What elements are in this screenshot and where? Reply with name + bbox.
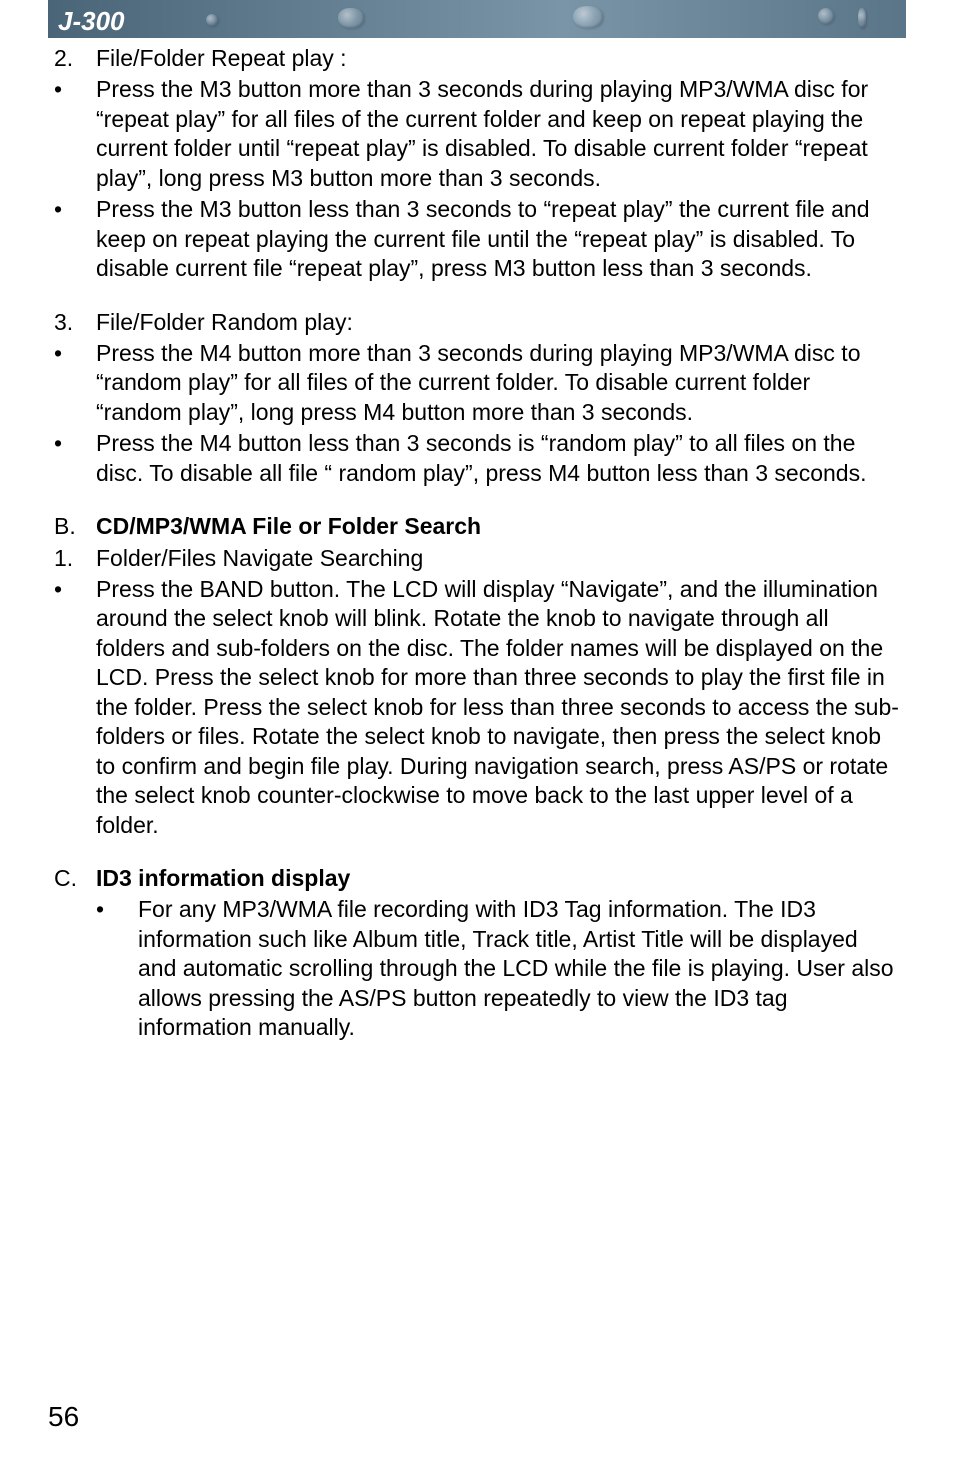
bullet-text: Press the BAND button. The LCD will disp… — [96, 575, 900, 840]
droplet-icon — [858, 8, 866, 28]
bullet-text: Press the M4 button less than 3 seconds … — [96, 429, 900, 488]
section-marker: B. — [54, 512, 96, 541]
droplet-icon — [206, 14, 218, 26]
list-item-2: 2. File/Folder Repeat play : — [54, 44, 900, 73]
bullet-item: • Press the BAND button. The LCD will di… — [54, 575, 900, 840]
list-title: File/Folder Repeat play : — [96, 44, 900, 73]
bullet-item: • Press the M4 button less than 3 second… — [54, 429, 900, 488]
bullet-marker: • — [54, 575, 96, 840]
list-title: File/Folder Random play: — [96, 308, 900, 337]
droplet-icon — [818, 8, 834, 24]
section-heading: ID3 information display — [96, 864, 900, 893]
bullet-item: • Press the M4 button more than 3 second… — [54, 339, 900, 427]
model-label: J-300 — [58, 6, 125, 36]
list-marker: 1. — [54, 544, 96, 573]
section-gap — [54, 490, 900, 512]
bullet-text: Press the M4 button more than 3 seconds … — [96, 339, 900, 427]
header-bar: J-300 — [0, 0, 954, 38]
bullet-item: • Press the M3 button less than 3 second… — [54, 195, 900, 283]
bullet-text: Press the M3 button less than 3 seconds … — [96, 195, 900, 283]
page-number: 56 — [48, 1401, 79, 1433]
list-item-3: 3. File/Folder Random play: — [54, 308, 900, 337]
nested-bullet-item: • For any MP3/WMA file recording with ID… — [96, 895, 900, 1042]
bullet-text: For any MP3/WMA file recording with ID3 … — [138, 895, 900, 1042]
section-gap — [54, 842, 900, 864]
header-label-box: J-300 — [48, 4, 135, 39]
section-c: C. ID3 information display — [54, 864, 900, 893]
section-marker: C. — [54, 864, 96, 893]
page-content: 2. File/Folder Repeat play : • Press the… — [0, 44, 954, 1043]
list-title: Folder/Files Navigate Searching — [96, 544, 900, 573]
list-item-b1: 1. Folder/Files Navigate Searching — [54, 544, 900, 573]
bullet-marker: • — [54, 429, 96, 488]
bullet-marker: • — [96, 895, 138, 1042]
bullet-marker: • — [54, 75, 96, 193]
bullet-marker: • — [54, 195, 96, 283]
list-marker: 2. — [54, 44, 96, 73]
section-heading: CD/MP3/WMA File or Folder Search — [96, 512, 900, 541]
section-b: B. CD/MP3/WMA File or Folder Search — [54, 512, 900, 541]
bullet-marker: • — [54, 339, 96, 427]
header-droplets — [48, 0, 906, 38]
droplet-icon — [338, 8, 364, 28]
bullet-item: • Press the M3 button more than 3 second… — [54, 75, 900, 193]
droplet-icon — [573, 6, 603, 28]
section-gap — [54, 286, 900, 308]
bullet-text: Press the M3 button more than 3 seconds … — [96, 75, 900, 193]
list-marker: 3. — [54, 308, 96, 337]
